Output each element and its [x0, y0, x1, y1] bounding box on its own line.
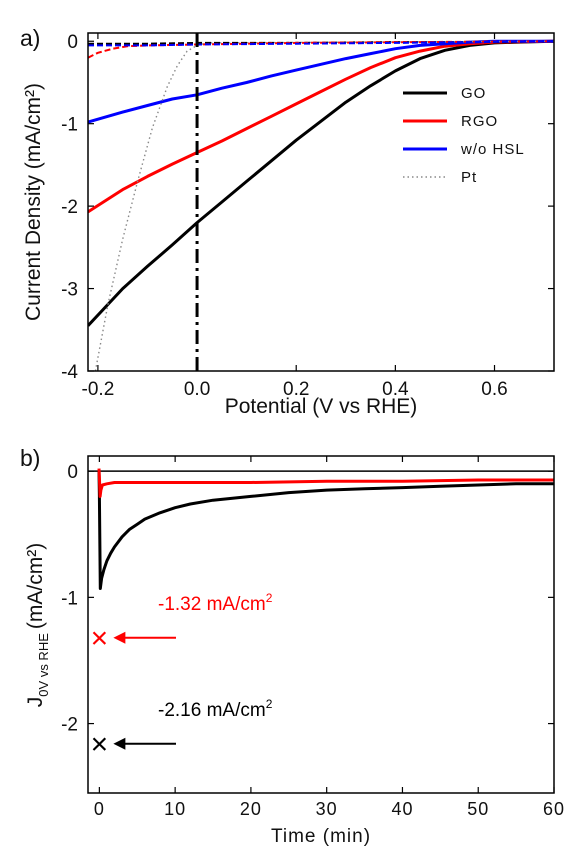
x-tick-label: 0.4: [382, 379, 409, 400]
y-tick-label: 0: [67, 462, 78, 483]
panel-b-label: b): [20, 445, 40, 471]
legend-label-go: GO: [461, 85, 486, 102]
panel-a: a) -0.2 0.0 0.2 0.4 0.6 0 -1 -2 -3 -4 GO RGO w/o HS…: [20, 25, 555, 418]
panel-b: b) 0 10 20 30 40 50 60 0 -1 -2 × -1.32 mA/cm2 × -2.1…: [20, 445, 565, 847]
series-w-o-hsl-line: [88, 39, 554, 124]
panel-a-x-axis-title: Potential (V vs RHE): [225, 395, 418, 418]
panel-b-frame: [87, 455, 555, 794]
panel-a-ticks: [88, 33, 554, 372]
arrow-head-go: [113, 737, 126, 750]
panel-b-annotations: × -1.32 mA/cm2 × -2.16 mA/cm2: [91, 591, 273, 761]
y-tick-label: 0: [67, 32, 78, 53]
value-label-go: -2.16 mA/cm2: [158, 697, 273, 721]
y-title-unit: (mA/cm²): [24, 543, 47, 629]
marker-x-rgo: ×: [91, 622, 109, 655]
panel-b-series: [97, 468, 554, 590]
y-tick-label: -1: [61, 115, 78, 136]
panel-b-x-axis-title: Time (min): [271, 826, 371, 847]
legend-label-pt: Pt: [461, 169, 477, 186]
x-tick-label: 60: [543, 799, 565, 819]
panel-b-ticks: [88, 456, 555, 793]
x-tick-label: -0.2: [82, 379, 115, 400]
panel-a-series: [88, 39, 554, 371]
series-rgo-line: [88, 39, 554, 214]
x-tick-label: 40: [391, 799, 413, 819]
x-tick-label: 20: [240, 799, 262, 819]
x-tick-label: 0.0: [184, 379, 210, 400]
panel-a-y-axis-title: Current Density (mA/cm²): [22, 83, 45, 321]
x-tick-label: 10: [164, 799, 186, 819]
panel-b-tick-labels: 0 10 20 30 40 50 60 0 -1 -2: [61, 462, 565, 819]
x-tick-label: 50: [467, 799, 489, 819]
series-go-line: [97, 471, 554, 590]
y-tick-label: -4: [61, 362, 78, 383]
panel-b-y-axis-title: J0V vs RHE (mA/cm²): [24, 543, 51, 707]
legend-label-rgo: RGO: [461, 113, 498, 130]
panel-a-label: a): [20, 25, 40, 51]
marker-x-go: ×: [91, 728, 109, 761]
series-pt-line: [94, 40, 554, 371]
legend-label-w-o-hsl: w/o HSL: [460, 141, 525, 158]
y-tick-label: -2: [61, 715, 78, 736]
arrow-head-rgo: [113, 631, 126, 644]
x-tick-label: 30: [316, 799, 338, 819]
series-go-line: [88, 39, 554, 327]
y-title-symbol: J: [24, 697, 47, 708]
series-rgo-line: [97, 468, 554, 498]
y-tick-label: -3: [61, 280, 78, 301]
panel-a-tick-labels: -0.2 0.0 0.2 0.4 0.6 0 -1 -2 -3 -4: [61, 32, 508, 400]
x-tick-label: 0.2: [283, 379, 309, 400]
y-title-subscript: 0V vs RHE: [36, 633, 51, 697]
y-tick-label: -1: [61, 588, 78, 609]
x-tick-label: 0.6: [481, 379, 507, 400]
series-w-o-hsl-dark-line: [88, 40, 554, 47]
value-label-rgo: -1.32 mA/cm2: [158, 591, 273, 615]
legend: GO RGO w/o HSL Pt: [403, 85, 525, 186]
y-tick-label: -2: [61, 197, 78, 218]
panel-a-frame: [87, 32, 555, 372]
x-tick-label: 0: [94, 799, 105, 819]
